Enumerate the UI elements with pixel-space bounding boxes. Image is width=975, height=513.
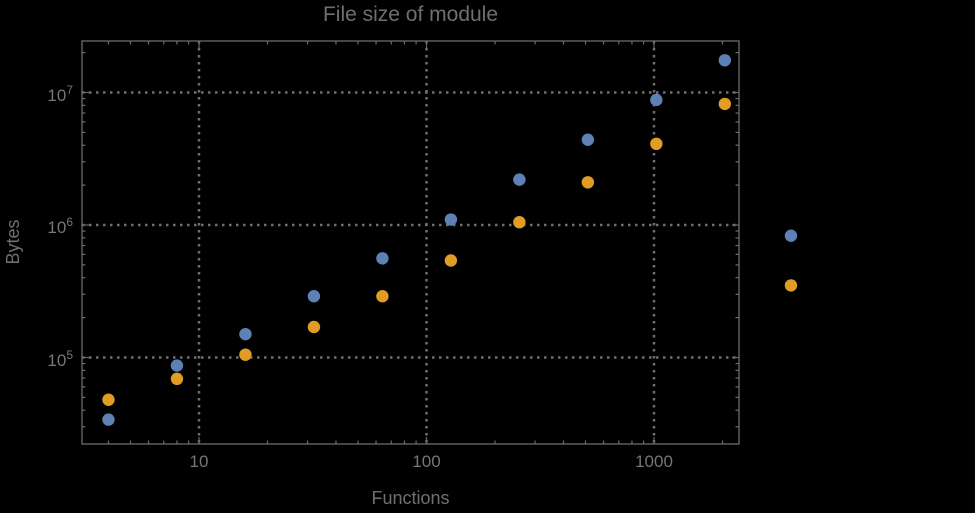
- data-point-blue-series-x256: [513, 173, 526, 186]
- data-point-orange-series-x1024: [650, 137, 663, 151]
- data-point-blue-series-x512: [581, 133, 595, 146]
- y-tick-label-10e7: 107: [47, 82, 73, 105]
- data-point-blue-series-x2048: [718, 54, 732, 67]
- data-point-blue-series-x4000: [784, 229, 798, 242]
- data-point-orange-series-x256: [513, 215, 526, 229]
- y-axis-label: Bytes: [3, 219, 23, 265]
- x-tick-label-1000: 1000: [635, 452, 673, 471]
- y-tick-label-10e6: 106: [47, 215, 73, 237]
- data-point-orange-series-x128: [444, 254, 458, 267]
- data-point-orange-series-x16: [239, 348, 252, 361]
- x-tick-label-10: 10: [189, 452, 209, 471]
- data-point-blue-series-x32: [307, 290, 321, 303]
- y-tick-label-10e5: 105: [47, 347, 73, 370]
- data-point-blue-series-x8: [170, 359, 184, 372]
- data-point-orange-series-x8: [170, 372, 184, 386]
- data-point-blue-series-x128: [444, 213, 458, 226]
- data-point-orange-series-x4000: [784, 279, 798, 292]
- data-point-orange-series-x512: [581, 176, 595, 189]
- data-point-blue-series-x1024: [650, 93, 663, 107]
- x-axis-label: Functions: [371, 488, 450, 508]
- chart-title: File size of module: [322, 3, 499, 26]
- plot-frame: [81, 40, 740, 445]
- x-tick-label-100: 100: [412, 452, 441, 471]
- data-point-orange-series-x2048: [718, 97, 732, 111]
- data-point-blue-series-x16: [239, 327, 252, 341]
- data-point-blue-series-x4: [102, 413, 115, 426]
- data-point-blue-series-x64: [376, 252, 389, 265]
- data-point-orange-series-x64: [376, 290, 389, 303]
- data-point-orange-series-x32: [307, 320, 321, 334]
- data-point-orange-series-x4: [102, 393, 115, 406]
